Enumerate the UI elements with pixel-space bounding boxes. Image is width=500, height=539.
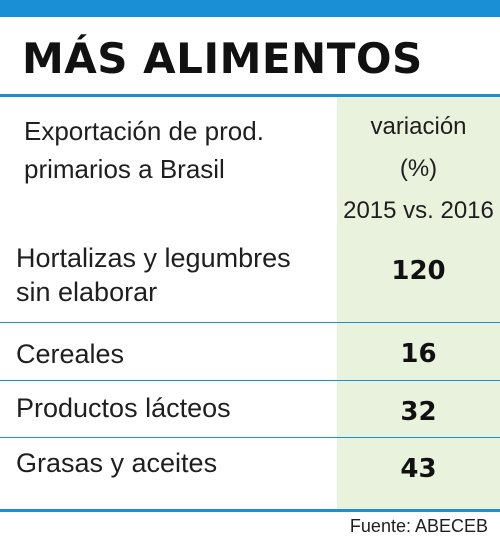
header-label-line: primarios a Brasil	[24, 154, 225, 184]
row-label-line: Hortalizas y legumbres	[16, 243, 291, 273]
header-label: Exportación de prod. primarios a Brasil	[24, 112, 324, 188]
value-column-background	[337, 97, 500, 509]
row-value-cereales: 16	[400, 339, 437, 369]
row-label-hortalizas: Hortalizas y legumbres sin elaborar	[16, 241, 331, 309]
row-label-line: sin elaborar	[16, 277, 158, 307]
header-value-line: 2015 vs. 2016	[343, 197, 494, 224]
top-accent-bar	[0, 0, 500, 17]
row-label-grasas: Grasas y aceites	[16, 446, 331, 480]
row-value-grasas: 43	[400, 454, 437, 484]
source-note: Fuente: ABECEB	[349, 516, 488, 536]
chart-title: MÁS ALIMENTOS	[22, 34, 423, 83]
row-divider	[0, 322, 500, 323]
row-divider	[0, 380, 500, 381]
header-value-line: variación	[370, 113, 467, 140]
row-value-lacteos: 32	[400, 397, 437, 427]
row-value-hortalizas: 120	[391, 256, 446, 286]
row-label-cereales: Cereales	[16, 337, 331, 371]
title-divider	[0, 94, 500, 97]
header-label-line: Exportación de prod.	[24, 116, 264, 146]
row-divider	[0, 437, 500, 438]
row-label-line: Cereales	[16, 339, 125, 369]
header-value-line: (%)	[399, 155, 438, 182]
bottom-divider	[0, 509, 500, 512]
row-label-lacteos: Productos lácteos	[16, 391, 331, 425]
row-label-line: Grasas y aceites	[16, 448, 218, 478]
header-value: variación (%) 2015 vs. 2016	[337, 106, 500, 232]
row-label-line: Productos lácteos	[16, 393, 231, 423]
